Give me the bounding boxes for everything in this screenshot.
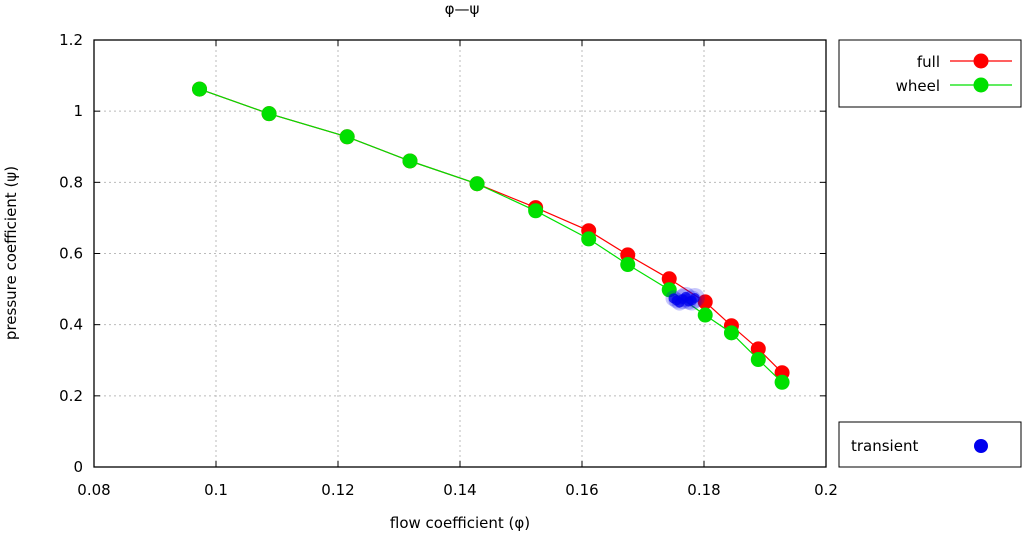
chart-title: φ—ψ xyxy=(445,0,480,18)
data-point-full xyxy=(661,271,677,287)
legend-top-box xyxy=(838,39,1022,108)
x-tick-label: 0.12 xyxy=(321,481,354,499)
legend-swatch-marker-full xyxy=(973,53,989,69)
legend-bottom: transient xyxy=(838,421,1022,468)
series-line-wheel xyxy=(199,88,783,383)
data-point-full xyxy=(750,341,766,357)
grid xyxy=(94,40,826,467)
legend-wheel-label: wheel xyxy=(896,77,940,95)
data-point-wheel xyxy=(469,176,485,192)
x-tick-label: 0.08 xyxy=(77,481,110,499)
data-point-wheel xyxy=(261,106,277,122)
x-tick-label: 0.18 xyxy=(687,481,720,499)
y-axis-ticks: 0 0.2 0.4 0.6 0.8 1 1.2 xyxy=(59,31,826,476)
data-point-wheel xyxy=(723,325,739,341)
legend-bottom-box xyxy=(838,421,1022,468)
y-tick-label: 0 xyxy=(73,458,83,476)
data-point-transient xyxy=(686,295,697,306)
data-point-full xyxy=(697,294,713,310)
data-point-wheel xyxy=(528,203,544,219)
data-point-wheel xyxy=(192,81,208,97)
y-axis-title: pressure coefficient (ψ) xyxy=(2,166,20,340)
y-tick-label: 1.2 xyxy=(59,31,83,49)
x-tick-label: 0.1 xyxy=(204,481,228,499)
legend-transient-label: transient xyxy=(851,437,918,455)
data-point-wheel xyxy=(339,129,355,145)
series-wheel xyxy=(192,81,790,390)
data-point-wheel xyxy=(697,307,713,323)
x-tick-label: 0.16 xyxy=(565,481,598,499)
x-tick-label: 0.14 xyxy=(443,481,476,499)
series-full xyxy=(192,81,790,381)
y-tick-label: 0.2 xyxy=(59,387,83,405)
data-point-wheel xyxy=(750,352,766,368)
x-axis-ticks: 0.08 0.1 0.12 0.14 0.16 0.18 0.2 xyxy=(77,40,838,499)
x-axis-title: flow coefficient (φ) xyxy=(390,514,530,532)
data-point-transient xyxy=(668,293,679,304)
y-tick-label: 0.8 xyxy=(59,173,83,191)
data-point-wheel xyxy=(620,257,636,273)
legend-top-swatches xyxy=(950,53,1012,93)
y-tick-label: 1 xyxy=(73,102,83,120)
legend-swatch-marker-transient xyxy=(974,439,988,453)
data-point-wheel xyxy=(581,231,597,247)
legend-swatch-marker-wheel xyxy=(973,77,989,93)
series-transient xyxy=(665,286,705,311)
data-point-wheel xyxy=(402,153,418,169)
legend-bottom-swatches xyxy=(974,439,988,453)
x-tick-label: 0.2 xyxy=(814,481,838,499)
series-layer xyxy=(192,81,790,390)
legend-full-label: full xyxy=(917,53,940,71)
data-point-wheel xyxy=(774,374,790,390)
y-tick-label: 0.6 xyxy=(59,245,83,263)
series-line-full xyxy=(199,88,783,374)
legend-top: full wheel xyxy=(838,39,1022,108)
y-tick-label: 0.4 xyxy=(59,316,83,334)
